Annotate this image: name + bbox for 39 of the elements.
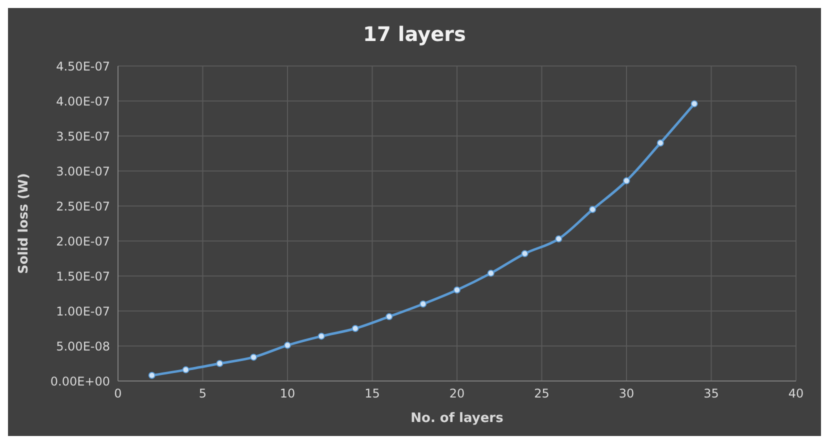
point [352, 325, 359, 332]
y-tick-label: 2.00E-07 [56, 234, 110, 248]
x-tick-label: 0 [114, 386, 122, 401]
x-tick-label: 30 [618, 386, 634, 401]
y-tick-label: 3.00E-07 [56, 164, 110, 178]
x-tick-label: 10 [280, 386, 296, 401]
y-tick-label: 2.50E-07 [56, 199, 110, 214]
y-tick-label: 5.00E-08 [56, 339, 110, 354]
point [182, 366, 190, 374]
point [521, 250, 528, 258]
chart-title: 17 layers [362, 21, 467, 48]
point [216, 360, 224, 367]
point [656, 140, 664, 146]
y-tick-label: 0.00E+00 [50, 374, 110, 388]
point [589, 206, 596, 213]
x-tick-label: 25 [534, 386, 550, 401]
x-axis-title: No. of layers [410, 411, 504, 426]
point [148, 372, 156, 379]
point [555, 235, 562, 242]
point [250, 354, 258, 361]
point [420, 300, 427, 308]
point [318, 332, 325, 340]
point [623, 177, 630, 184]
point [454, 286, 460, 294]
y-tick-label: 4.00E-07 [56, 94, 110, 108]
x-tick-label: 5 [198, 386, 207, 401]
y-axis-title: Solid loss (W) [16, 173, 32, 274]
y-tick-label: 3.50E-07 [56, 129, 110, 144]
point [386, 313, 393, 320]
y-tick-label: 1.00E-07 [56, 304, 110, 318]
x-tick-label: 40 [788, 386, 804, 401]
point [690, 100, 698, 108]
point [284, 342, 291, 349]
y-tick-label: 1.50E-07 [56, 269, 110, 284]
point [487, 270, 494, 277]
x-tick-label: 15 [364, 386, 380, 401]
x-tick-label: 35 [704, 386, 719, 401]
x-tick-label: 20 [449, 386, 465, 401]
y-tick-label: 4.50E-07 [56, 59, 110, 74]
